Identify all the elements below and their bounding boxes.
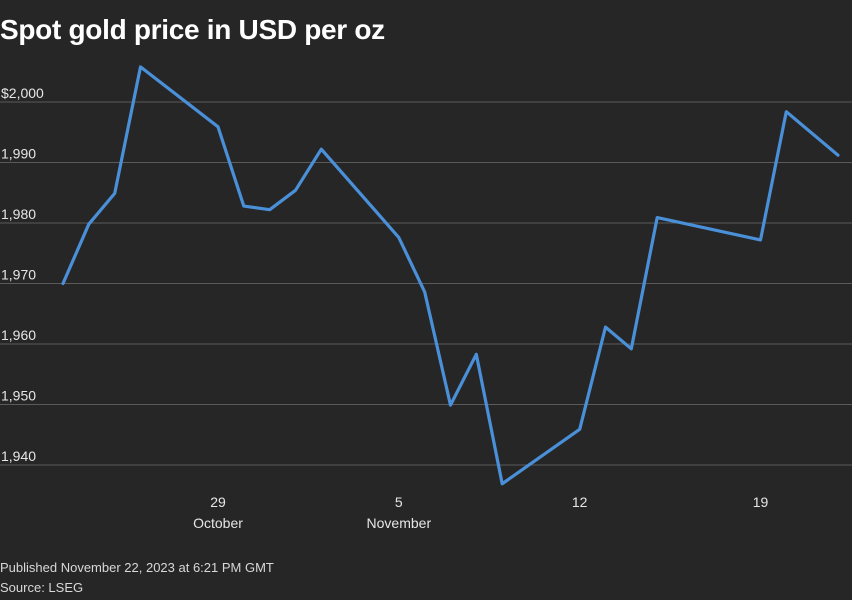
y-tick-label: 1,990 <box>1 146 36 162</box>
data-point <box>578 428 581 431</box>
chart-title: Spot gold price in USD per oz <box>0 14 385 45</box>
data-point <box>759 238 762 242</box>
data-point <box>655 216 659 219</box>
y-axis-tick-labels: 1,940 1,950 1,960 1,970 1,980 1,990 $2,000 <box>1 85 44 464</box>
data-point <box>630 347 633 351</box>
data-point <box>268 208 271 211</box>
y-tick-label: 1,970 <box>1 267 36 283</box>
data-point <box>423 290 426 294</box>
x-tick-label: 19 <box>753 494 769 510</box>
data-point <box>785 110 788 113</box>
data-point <box>397 236 401 239</box>
data-point <box>216 125 220 129</box>
y-tick-label: $2,000 <box>1 85 44 101</box>
series-layer <box>61 65 840 486</box>
data-point <box>500 482 504 485</box>
x-axis-tick-labels: 29 October 5 November 12 19 <box>193 494 768 531</box>
data-point <box>294 189 297 192</box>
data-point <box>449 403 452 407</box>
source-credit: Source: LSEG <box>0 580 84 595</box>
published-timestamp: Published November 22, 2023 at 6:21 PM G… <box>0 560 274 575</box>
x-tick-label: 5 <box>395 494 403 510</box>
x-tick-label: 12 <box>572 494 588 510</box>
x-month-label: November <box>367 515 432 531</box>
gridlines <box>0 101 852 466</box>
x-tick-label: 29 <box>210 494 226 510</box>
data-point <box>61 282 65 285</box>
data-point <box>113 192 116 195</box>
y-tick-label: 1,960 <box>1 327 36 343</box>
data-point <box>475 353 478 356</box>
data-point <box>242 204 246 208</box>
x-month-label: October <box>193 515 243 531</box>
data-point <box>320 147 323 151</box>
series-line-spot-gold <box>61 65 840 486</box>
data-point <box>139 65 142 69</box>
y-tick-label: 1,940 <box>1 448 36 464</box>
data-point <box>604 325 607 329</box>
data-point <box>836 154 840 157</box>
y-tick-label: 1,980 <box>1 206 36 222</box>
y-tick-label: 1,950 <box>1 388 36 404</box>
data-point <box>87 223 91 226</box>
